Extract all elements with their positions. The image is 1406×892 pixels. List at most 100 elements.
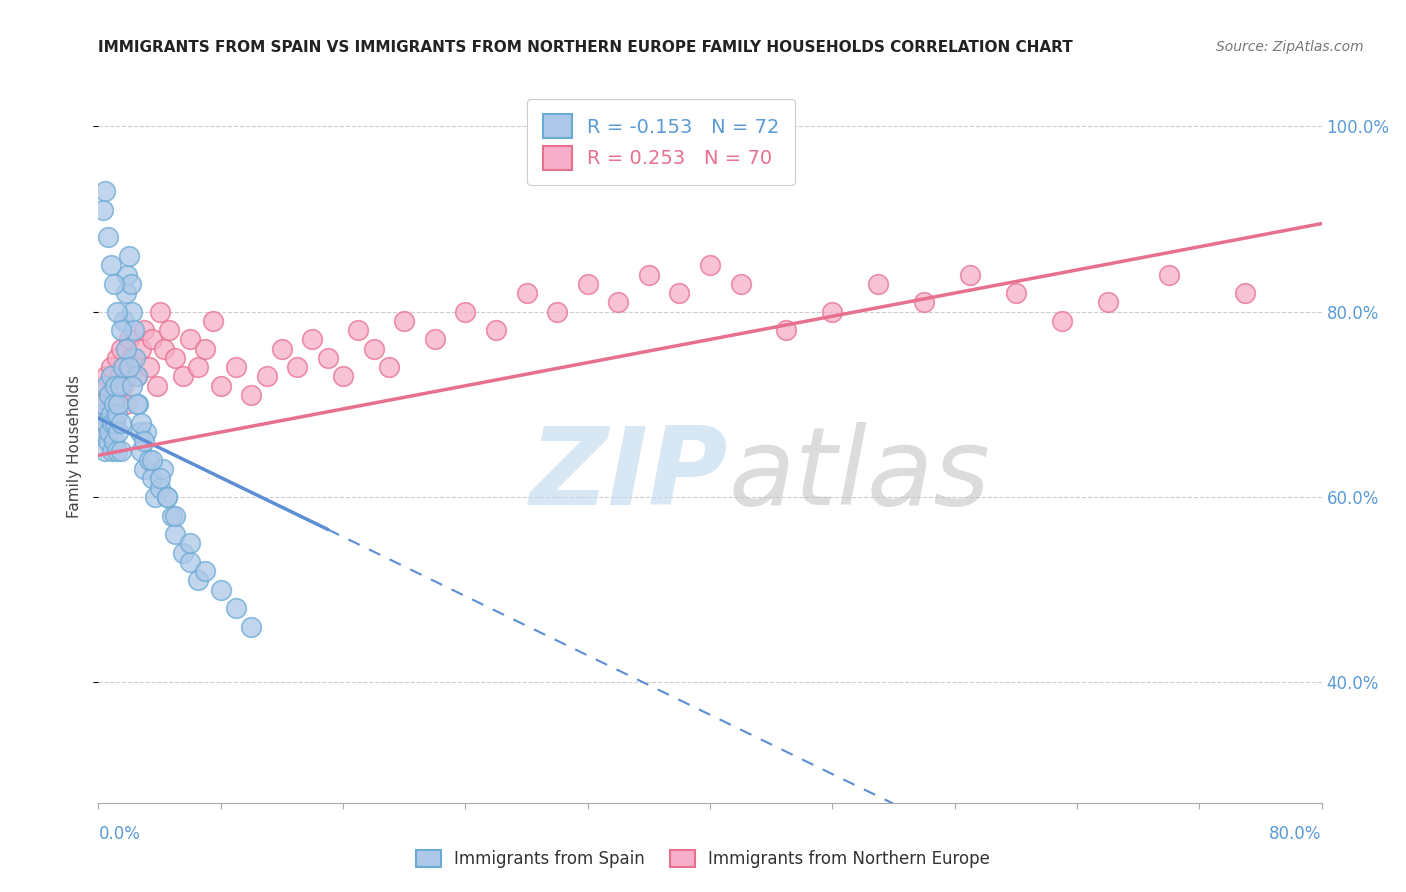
Point [868,277,890,291]
Point [101,443,124,458]
Point [100,360,122,375]
Point [1234,286,1257,301]
Point [149,471,172,485]
Point [129,443,152,458]
Point [637,268,661,282]
Point [141,471,163,485]
Point [194,564,217,578]
Point [103,397,125,411]
Point [127,397,149,411]
Point [202,314,225,328]
Point [97,407,120,421]
Point [1097,295,1119,310]
Point [423,333,446,347]
Point [285,360,308,375]
Point [668,286,690,301]
Point [134,323,156,337]
Point [149,481,172,495]
Point [100,369,122,384]
Point [103,378,125,392]
Point [1004,286,1026,301]
Point [256,369,278,384]
Point [134,462,156,476]
Point [363,342,385,356]
Point [111,360,134,375]
Point [225,360,247,375]
Point [187,574,209,588]
Point [546,304,568,318]
Point [91,397,114,411]
Point [104,416,127,430]
Point [89,425,111,439]
Point [775,323,797,337]
Point [118,360,141,375]
Point [121,351,143,365]
Point [91,378,114,392]
Point [111,378,134,392]
Point [163,508,186,523]
Point [179,536,201,550]
Point [959,268,981,282]
Point [821,304,844,318]
Point [1050,314,1073,328]
Point [104,416,127,430]
Point [90,397,112,411]
Point [240,388,263,402]
Point [98,388,121,402]
Text: atlas: atlas [728,422,990,527]
Point [607,295,630,310]
Point [157,323,180,337]
Point [108,369,131,384]
Point [110,342,132,356]
Point [112,360,135,375]
Point [128,425,150,439]
Point [172,369,194,384]
Point [90,407,112,421]
Point [138,453,160,467]
Point [149,304,172,318]
Point [124,351,146,365]
Point [121,378,143,392]
Point [94,416,117,430]
Point [101,416,124,430]
Point [115,397,138,411]
Point [143,490,166,504]
Point [156,490,179,504]
Point [107,425,129,439]
Text: Source: ZipAtlas.com: Source: ZipAtlas.com [1216,40,1364,54]
Point [110,443,132,458]
Point [454,304,477,318]
Point [699,258,721,272]
Point [225,601,247,615]
Point [100,258,122,272]
Point [97,434,120,449]
Point [107,388,129,402]
Point [105,407,128,421]
Point [145,378,167,392]
Point [112,314,135,328]
Point [270,342,292,356]
Point [97,230,120,244]
Point [172,545,194,559]
Point [125,369,148,384]
Point [129,416,152,430]
Point [118,333,141,347]
Point [187,360,209,375]
Point [103,434,125,449]
Point [138,360,160,375]
Point [912,295,935,310]
Point [163,351,186,365]
Point [104,378,127,392]
Point [89,425,111,439]
Point [93,416,115,430]
Point [129,342,152,356]
Point [100,407,122,421]
Point [121,304,143,318]
Legend: R = -0.153   N = 72, R = 0.253   N = 70: R = -0.153 N = 72, R = 0.253 N = 70 [527,99,796,186]
Point [117,268,139,282]
Legend: Immigrants from Spain, Immigrants from Northern Europe: Immigrants from Spain, Immigrants from N… [409,843,997,875]
Point [110,323,132,337]
Point [125,369,148,384]
Point [141,453,163,467]
Point [209,582,232,597]
